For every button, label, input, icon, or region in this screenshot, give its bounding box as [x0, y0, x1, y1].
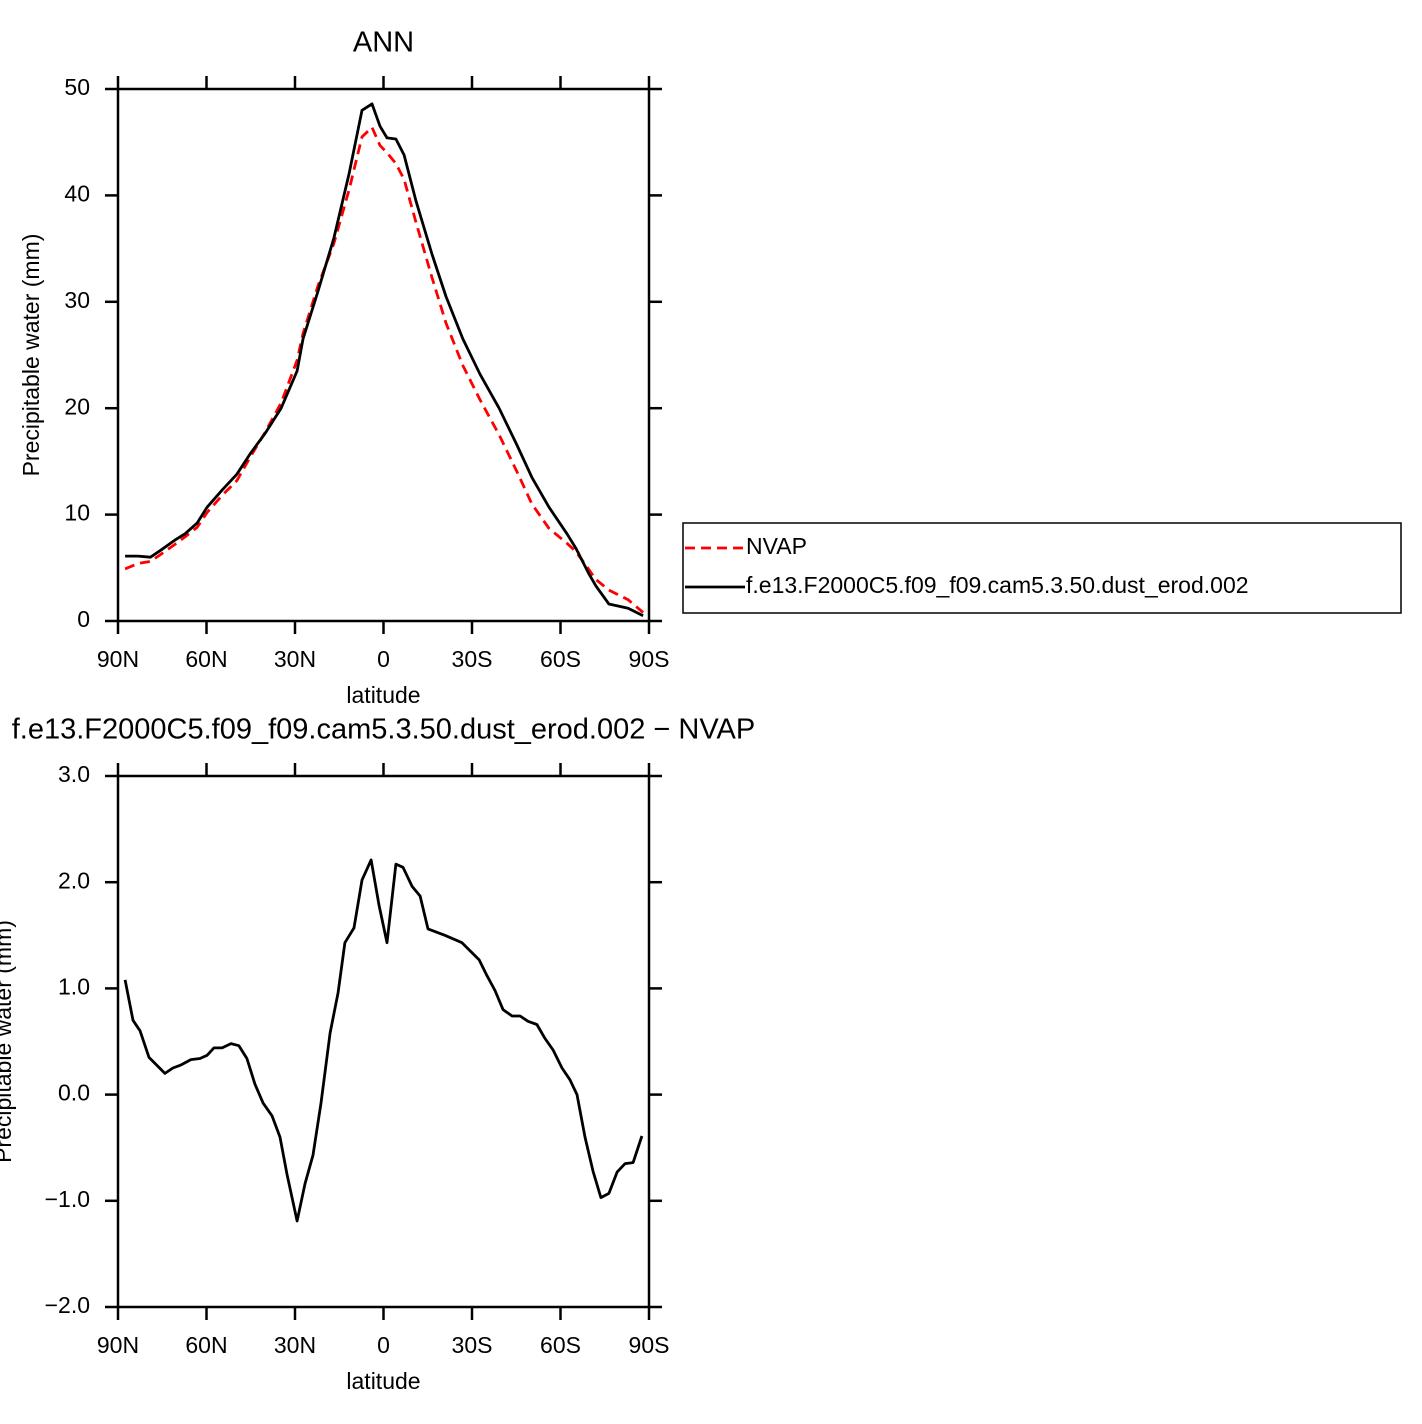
y-tick-label: 3.0 — [58, 761, 90, 787]
y-axis-label: Precipitable water (mm) — [0, 920, 16, 1163]
y-tick-label: 10 — [64, 500, 90, 526]
x-axis-label: latitude — [346, 682, 420, 708]
x-tick-label: 90N — [97, 1332, 139, 1358]
legend-label: f.e13.F2000C5.f09_f09.cam5.3.50.dust_ero… — [746, 572, 1249, 598]
x-tick-label: 0 — [377, 646, 390, 672]
plot-frame — [116, 87, 651, 623]
plot-frame — [116, 774, 651, 1309]
x-tick-label: 30N — [274, 646, 316, 672]
chart-title: f.e13.F2000C5.f09_f09.cam5.3.50.dust_ero… — [12, 714, 756, 746]
y-tick-label: 20 — [64, 393, 90, 419]
y-axis-label: Precipitable water (mm) — [18, 234, 44, 477]
x-tick-label: 30N — [274, 1332, 316, 1358]
x-tick-label: 60N — [185, 646, 227, 672]
x-tick-label: 60N — [185, 1332, 227, 1358]
x-tick-label: 60S — [540, 1332, 581, 1358]
y-tick-label: 2.0 — [58, 867, 90, 893]
data-line — [124, 125, 645, 614]
x-tick-label: 0 — [377, 1332, 390, 1358]
legend-box — [682, 522, 1402, 614]
y-tick-label: 1.0 — [58, 973, 90, 999]
legend-label: NVAP — [746, 533, 807, 559]
data-line — [125, 102, 644, 617]
x-tick-label: 90S — [629, 1332, 670, 1358]
y-tick-label: 40 — [64, 180, 90, 206]
x-tick-label: 30S — [452, 1332, 493, 1358]
chart-title: ANN — [353, 27, 414, 59]
y-tick-label: −1.0 — [45, 1186, 90, 1212]
data-line — [123, 858, 644, 1223]
x-tick-label: 30S — [452, 646, 493, 672]
y-tick-label: 0 — [77, 606, 90, 632]
x-axis-label: latitude — [346, 1368, 420, 1394]
x-tick-label: 60S — [540, 646, 581, 672]
y-tick-label: 30 — [64, 287, 90, 313]
y-tick-label: −2.0 — [45, 1292, 90, 1318]
y-tick-label: 50 — [64, 74, 90, 100]
x-tick-label: 90N — [97, 646, 139, 672]
y-tick-label: 0.0 — [58, 1080, 90, 1106]
x-tick-label: 90S — [629, 646, 670, 672]
